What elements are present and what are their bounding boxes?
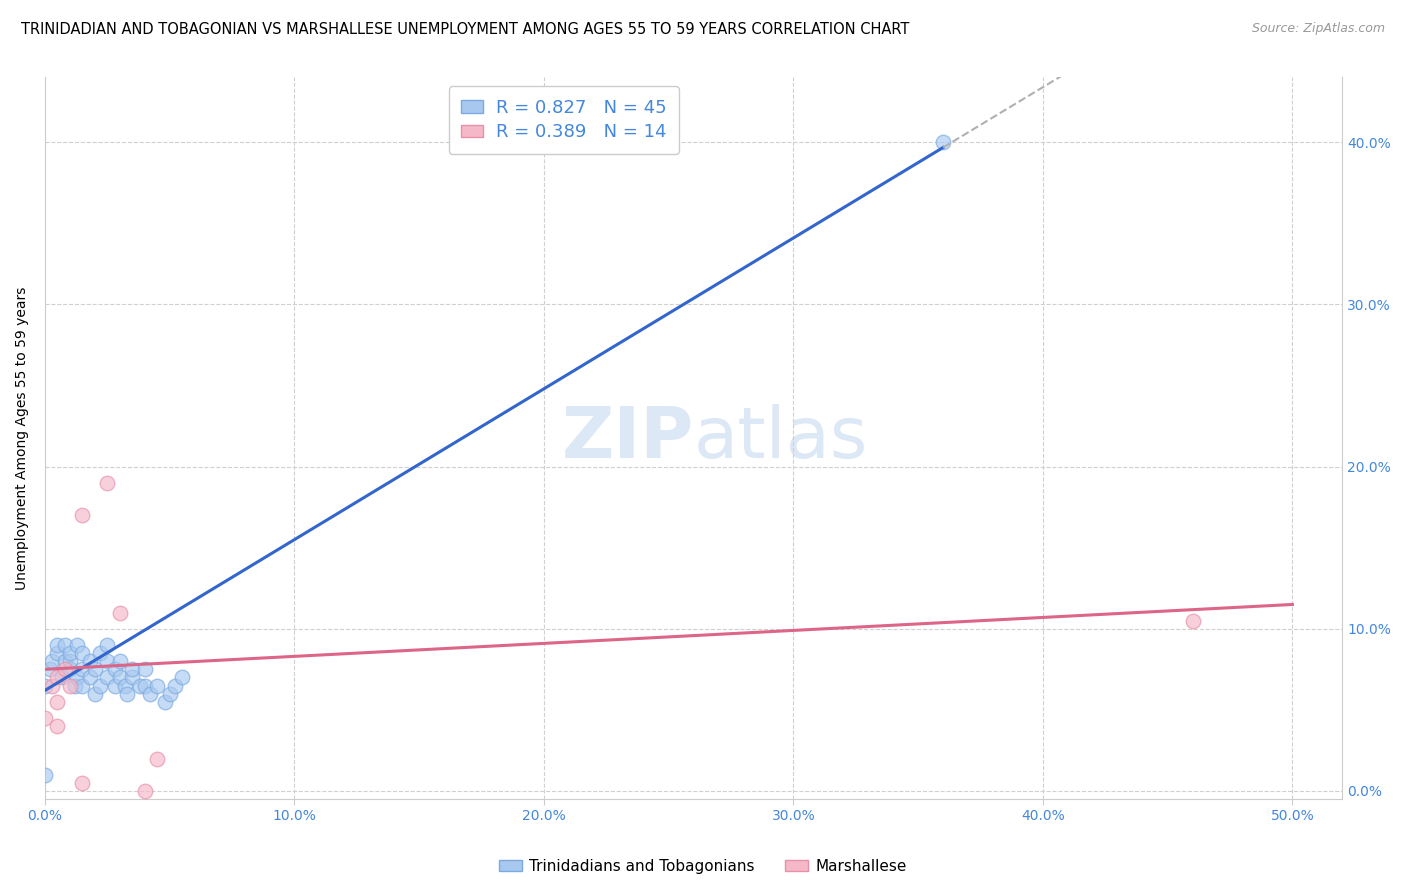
Point [53,654,76,668]
Point [59,654,82,668]
Text: Source: ZipAtlas.com: Source: ZipAtlas.com [1251,22,1385,36]
Point [96,670,118,684]
Point [146,751,169,765]
Legend: Trinidadians and Tobagonians, Marshallese: Trinidadians and Tobagonians, Marshalles… [492,853,914,880]
Point [114,679,136,693]
Point [46,695,69,709]
Point [153,695,176,709]
Point [59,646,82,660]
Point [59,679,82,693]
Y-axis label: Unemployment Among Ages 55 to 59 years: Unemployment Among Ages 55 to 59 years [15,286,30,590]
Point [159,687,181,701]
Point [63,679,86,693]
Point [34,768,56,782]
Point [96,654,118,668]
Point [108,654,131,668]
Point [121,670,143,684]
Point [53,662,76,676]
Point [51,670,73,684]
Point [108,670,131,684]
Point [932,136,955,150]
Point [72,662,94,676]
Legend: R = 0.827   N = 45, R = 0.389   N = 14: R = 0.827 N = 45, R = 0.389 N = 14 [449,87,679,154]
Point [89,679,111,693]
Text: ZIP: ZIP [561,404,693,473]
Point [41,679,63,693]
Point [89,646,111,660]
Point [83,687,105,701]
Point [134,784,156,798]
Text: TRINIDADIAN AND TOBAGONIAN VS MARSHALLESE UNEMPLOYMENT AMONG AGES 55 TO 59 YEARS: TRINIDADIAN AND TOBAGONIAN VS MARSHALLES… [21,22,910,37]
Point [134,662,156,676]
Point [66,638,89,652]
Point [53,638,76,652]
Point [39,662,62,676]
Point [72,776,94,790]
Point [139,687,162,701]
Point [46,719,69,733]
Point [172,670,194,684]
Point [117,687,139,701]
Point [46,638,69,652]
Point [34,679,56,693]
Point [72,508,94,523]
Point [104,662,127,676]
Point [108,606,131,620]
Point [104,679,127,693]
Text: atlas: atlas [693,404,868,473]
Point [83,662,105,676]
Point [121,662,143,676]
Point [1181,614,1204,628]
Point [46,646,69,660]
Point [41,654,63,668]
Point [96,475,118,490]
Point [72,679,94,693]
Point [146,679,169,693]
Point [72,646,94,660]
Point [96,638,118,652]
Point [79,670,101,684]
Point [128,679,150,693]
Point [79,654,101,668]
Point [163,679,186,693]
Point [66,670,89,684]
Point [46,670,69,684]
Point [134,679,156,693]
Point [59,662,82,676]
Point [34,711,56,725]
